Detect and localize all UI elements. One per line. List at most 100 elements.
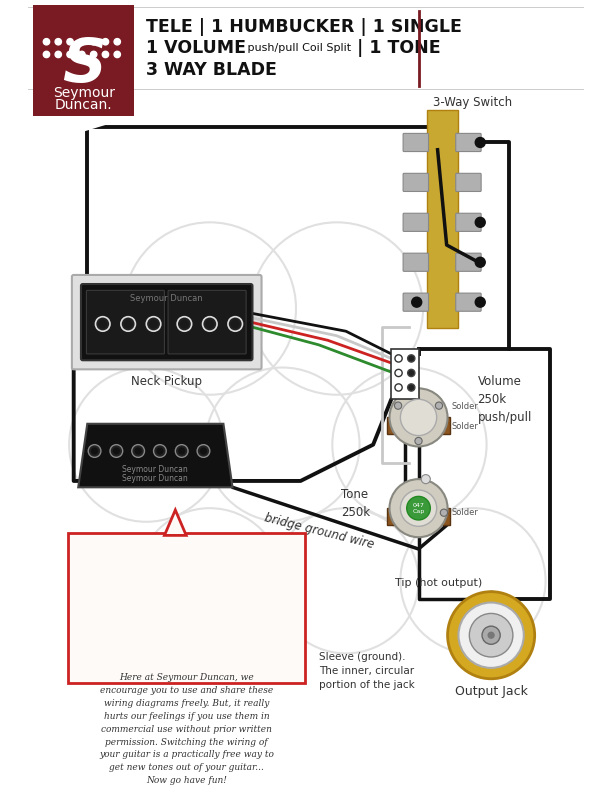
Text: Solder: Solder bbox=[451, 402, 478, 411]
Circle shape bbox=[55, 51, 61, 58]
Text: Seymour Duncan: Seymour Duncan bbox=[122, 465, 188, 474]
Circle shape bbox=[469, 614, 513, 657]
FancyBboxPatch shape bbox=[72, 275, 261, 369]
Text: 1 VOLUME: 1 VOLUME bbox=[146, 39, 246, 57]
Circle shape bbox=[67, 39, 73, 45]
Text: Tone
250k: Tone 250k bbox=[341, 488, 370, 519]
Circle shape bbox=[79, 51, 85, 58]
Circle shape bbox=[476, 297, 485, 307]
Circle shape bbox=[205, 319, 214, 329]
Circle shape bbox=[408, 369, 415, 376]
Circle shape bbox=[55, 39, 61, 45]
Circle shape bbox=[200, 447, 207, 455]
Circle shape bbox=[389, 479, 447, 537]
Circle shape bbox=[488, 631, 494, 639]
Text: 047
Cap: 047 Cap bbox=[412, 503, 425, 514]
Circle shape bbox=[102, 39, 108, 45]
Circle shape bbox=[114, 51, 121, 58]
FancyBboxPatch shape bbox=[33, 6, 135, 116]
Circle shape bbox=[203, 317, 217, 331]
Circle shape bbox=[156, 447, 163, 455]
FancyBboxPatch shape bbox=[387, 508, 450, 524]
Circle shape bbox=[177, 317, 192, 331]
Text: bridge ground wire: bridge ground wire bbox=[263, 511, 375, 550]
FancyBboxPatch shape bbox=[456, 173, 481, 192]
FancyBboxPatch shape bbox=[456, 293, 481, 311]
FancyBboxPatch shape bbox=[403, 293, 428, 311]
Circle shape bbox=[476, 217, 485, 227]
Circle shape bbox=[447, 592, 535, 679]
FancyBboxPatch shape bbox=[81, 284, 253, 360]
Circle shape bbox=[98, 319, 107, 329]
Text: Tip (hot output): Tip (hot output) bbox=[395, 578, 482, 588]
Circle shape bbox=[132, 444, 144, 457]
Polygon shape bbox=[33, 116, 135, 131]
Text: Solder: Solder bbox=[451, 508, 478, 517]
Polygon shape bbox=[165, 510, 186, 535]
Text: Neck Pickup: Neck Pickup bbox=[131, 375, 202, 387]
Circle shape bbox=[408, 384, 415, 391]
Circle shape bbox=[124, 319, 133, 329]
Circle shape bbox=[412, 297, 422, 307]
Circle shape bbox=[114, 39, 121, 45]
Circle shape bbox=[440, 509, 447, 516]
Circle shape bbox=[476, 138, 485, 147]
Circle shape bbox=[88, 444, 101, 457]
Polygon shape bbox=[78, 424, 233, 487]
Text: 3 WAY BLADE: 3 WAY BLADE bbox=[146, 61, 277, 79]
FancyBboxPatch shape bbox=[387, 417, 450, 434]
FancyBboxPatch shape bbox=[403, 133, 428, 151]
Circle shape bbox=[180, 319, 189, 329]
Circle shape bbox=[408, 355, 415, 362]
Circle shape bbox=[228, 317, 242, 331]
Circle shape bbox=[91, 39, 97, 45]
Text: Seymour Duncan: Seymour Duncan bbox=[130, 294, 203, 303]
Text: Sleeve (ground).
The inner, circular
portion of the jack: Sleeve (ground). The inner, circular por… bbox=[319, 652, 414, 690]
Circle shape bbox=[395, 402, 401, 409]
Circle shape bbox=[175, 444, 188, 457]
Circle shape bbox=[95, 317, 110, 331]
Text: Volume
250k
push/pull: Volume 250k push/pull bbox=[477, 375, 532, 424]
Circle shape bbox=[400, 490, 437, 527]
Circle shape bbox=[79, 39, 85, 45]
Circle shape bbox=[149, 319, 158, 329]
Circle shape bbox=[482, 626, 500, 644]
Circle shape bbox=[231, 319, 240, 329]
Circle shape bbox=[135, 447, 142, 455]
Text: S: S bbox=[62, 36, 106, 95]
Circle shape bbox=[435, 402, 442, 409]
Circle shape bbox=[91, 51, 97, 58]
Circle shape bbox=[110, 444, 122, 457]
FancyBboxPatch shape bbox=[86, 291, 165, 354]
FancyBboxPatch shape bbox=[168, 291, 246, 354]
Circle shape bbox=[102, 51, 108, 58]
Circle shape bbox=[407, 497, 430, 520]
FancyBboxPatch shape bbox=[69, 533, 305, 683]
Circle shape bbox=[476, 257, 485, 267]
FancyBboxPatch shape bbox=[403, 213, 428, 231]
FancyBboxPatch shape bbox=[456, 253, 481, 272]
FancyBboxPatch shape bbox=[403, 253, 428, 272]
Circle shape bbox=[197, 444, 210, 457]
FancyBboxPatch shape bbox=[391, 349, 419, 399]
Circle shape bbox=[389, 388, 447, 447]
Circle shape bbox=[415, 437, 422, 444]
Circle shape bbox=[113, 447, 120, 455]
Circle shape bbox=[43, 51, 50, 58]
Text: Seymour: Seymour bbox=[53, 86, 114, 100]
Text: Here at Seymour Duncan, we
encourage you to use and share these
wiring diagrams : Here at Seymour Duncan, we encourage you… bbox=[99, 673, 274, 785]
Text: 3-Way Switch: 3-Way Switch bbox=[433, 96, 512, 109]
Circle shape bbox=[91, 447, 98, 455]
FancyBboxPatch shape bbox=[403, 173, 428, 192]
Text: push/pull Coil Split: push/pull Coil Split bbox=[244, 43, 355, 53]
Circle shape bbox=[67, 51, 73, 58]
Text: Seymour Duncan: Seymour Duncan bbox=[122, 474, 188, 483]
Circle shape bbox=[121, 317, 135, 331]
Text: Solder: Solder bbox=[451, 422, 478, 431]
Circle shape bbox=[146, 317, 161, 331]
Text: TELE | 1 HUMBUCKER | 1 SINGLE: TELE | 1 HUMBUCKER | 1 SINGLE bbox=[146, 18, 462, 36]
Circle shape bbox=[400, 399, 437, 436]
Circle shape bbox=[178, 447, 185, 455]
Text: Output Jack: Output Jack bbox=[455, 685, 528, 698]
Circle shape bbox=[154, 444, 166, 457]
